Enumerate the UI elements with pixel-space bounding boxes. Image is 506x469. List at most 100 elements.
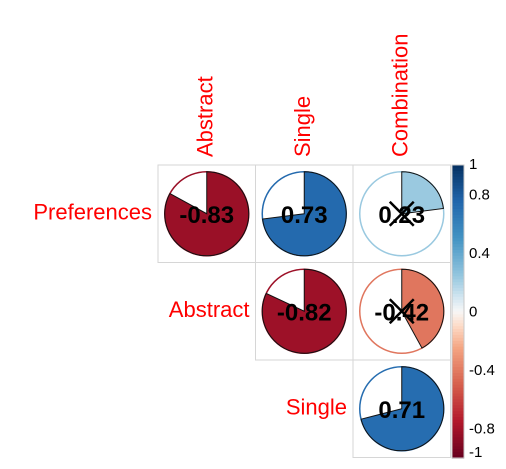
colorbar-segment bbox=[452, 170, 464, 175]
cell-preferences-single-value-label: 0.73 bbox=[281, 202, 328, 229]
colorbar-segment bbox=[452, 244, 464, 248]
colorbar-segment bbox=[452, 258, 464, 263]
colorbar-segment bbox=[452, 434, 464, 439]
cell-preferences-abstract: -0.83 bbox=[157, 164, 256, 263]
cell-single-combination-pie-slice bbox=[360, 366, 445, 452]
colorbar-segment bbox=[452, 446, 464, 450]
row-label-single: Single bbox=[286, 395, 347, 420]
cell-abstract-single: -0.82 bbox=[255, 262, 354, 361]
colorbar-segment bbox=[452, 176, 464, 181]
colorbar-tick-label: -0.4 bbox=[469, 362, 495, 379]
colorbar-segment bbox=[452, 381, 464, 386]
colorbar-segment bbox=[452, 334, 464, 339]
colorbar-segment bbox=[452, 320, 464, 324]
colorbar: 1 0.8 0.4 0 -0.4 -0.8 -1 bbox=[451, 156, 495, 461]
colorbar-segment bbox=[452, 208, 464, 213]
colorbar-segment bbox=[452, 302, 464, 307]
colorbar-segment bbox=[452, 422, 464, 427]
colorbar-segment bbox=[452, 261, 464, 266]
colorbar-segment bbox=[452, 343, 464, 348]
colorbar-segment bbox=[452, 393, 464, 398]
colorbar-segment bbox=[452, 220, 464, 225]
colorbar-segment bbox=[452, 332, 464, 336]
colorbar-segment bbox=[452, 326, 464, 330]
colorbar-segment bbox=[452, 384, 464, 389]
colorbar-segment bbox=[452, 364, 464, 368]
colorbar-segment bbox=[452, 399, 464, 403]
colorbar-segment bbox=[452, 370, 464, 374]
colorbar-segment bbox=[452, 267, 464, 272]
colorbar-segment bbox=[452, 437, 464, 442]
cell-abstract-single-value-label: -0.82 bbox=[277, 299, 332, 326]
colorbar-segment bbox=[452, 238, 464, 242]
colorbar-segment bbox=[452, 449, 464, 453]
colorbar-segment bbox=[452, 337, 464, 342]
cell-preferences-abstract-value-label: -0.83 bbox=[179, 202, 234, 229]
colorbar-segment bbox=[452, 191, 464, 195]
colorbar-segment bbox=[452, 408, 464, 412]
colorbar-segment bbox=[452, 402, 464, 406]
cell-abstract-combination-pie-slice bbox=[401, 268, 445, 349]
colorbar-segment bbox=[452, 425, 464, 430]
cell-layer: -0.83 0.73 0.23 -0.82 -0.42 0.71 bbox=[157, 164, 451, 458]
colorbar-segment bbox=[452, 211, 464, 216]
colorbar-segment bbox=[452, 396, 464, 400]
colorbar-segment bbox=[452, 355, 464, 359]
colorbar-segment bbox=[452, 223, 464, 228]
colorbar-segment bbox=[452, 390, 464, 395]
colorbar-segment bbox=[452, 428, 464, 433]
colorbar-segment bbox=[452, 194, 464, 198]
cell-single-combination-value-label: 0.71 bbox=[378, 397, 425, 424]
colorbar-segment bbox=[452, 305, 464, 310]
colorbar-segment bbox=[452, 288, 464, 292]
label-layer: Abstract Single Combination Preferences Abst… bbox=[33, 33, 412, 419]
column-label-abstract: Abstract bbox=[193, 76, 218, 157]
colorbar-segment bbox=[452, 443, 464, 447]
colorbar-segment bbox=[452, 378, 464, 383]
colorbar-segment bbox=[452, 352, 464, 357]
colorbar-segment bbox=[452, 173, 464, 178]
colorbar-segment bbox=[452, 329, 464, 333]
colorbar-segment bbox=[452, 290, 464, 295]
colorbar-segment bbox=[452, 264, 464, 269]
colorbar-segment bbox=[452, 455, 464, 459]
colorbar-segment bbox=[452, 361, 464, 365]
cell-preferences-combination: 0.23 bbox=[352, 164, 451, 263]
colorbar-segment bbox=[452, 214, 464, 219]
colorbar-segment bbox=[452, 167, 464, 172]
colorbar-segment bbox=[452, 299, 464, 304]
colorbar-segment bbox=[452, 349, 464, 354]
colorbar-segment bbox=[452, 217, 464, 222]
colorbar-segment bbox=[452, 411, 464, 415]
colorbar-tick-label: 0.4 bbox=[469, 245, 490, 262]
colorbar-segment bbox=[452, 232, 464, 236]
colorbar-tick-label: 1 bbox=[469, 156, 477, 173]
colorbar-segment bbox=[452, 293, 464, 298]
cell-preferences-abstract-pie-slice bbox=[164, 171, 250, 257]
colorbar-segment bbox=[452, 247, 464, 251]
colorbar-segment bbox=[452, 311, 464, 316]
colorbar-segment bbox=[452, 273, 464, 277]
colorbar-segment bbox=[452, 182, 464, 187]
row-label-preferences: Preferences bbox=[33, 200, 152, 225]
colorbar-segment bbox=[452, 419, 464, 424]
colorbar-segment bbox=[452, 249, 464, 254]
cell-preferences-single-pie-slice bbox=[262, 171, 347, 257]
colorbar-segment bbox=[452, 203, 464, 207]
colorbar-segment bbox=[452, 241, 464, 245]
colorbar-segment bbox=[452, 270, 464, 275]
colorbar-segment bbox=[452, 229, 464, 233]
cell-abstract-single-pie-slice bbox=[261, 268, 347, 354]
colorbar-segment bbox=[452, 282, 464, 286]
colorbar-segment bbox=[452, 255, 464, 260]
cell-preferences-single: 0.73 bbox=[255, 164, 354, 263]
colorbar-segment bbox=[452, 414, 464, 418]
column-label-single: Single bbox=[290, 96, 315, 157]
colorbar-tick-label: -1 bbox=[469, 444, 482, 461]
colorbar-segment bbox=[452, 405, 464, 409]
colorbar-segment bbox=[452, 279, 464, 283]
colorbar-segment bbox=[452, 323, 464, 327]
colorbar-frame bbox=[451, 164, 465, 459]
colorbar-segment bbox=[452, 285, 464, 289]
